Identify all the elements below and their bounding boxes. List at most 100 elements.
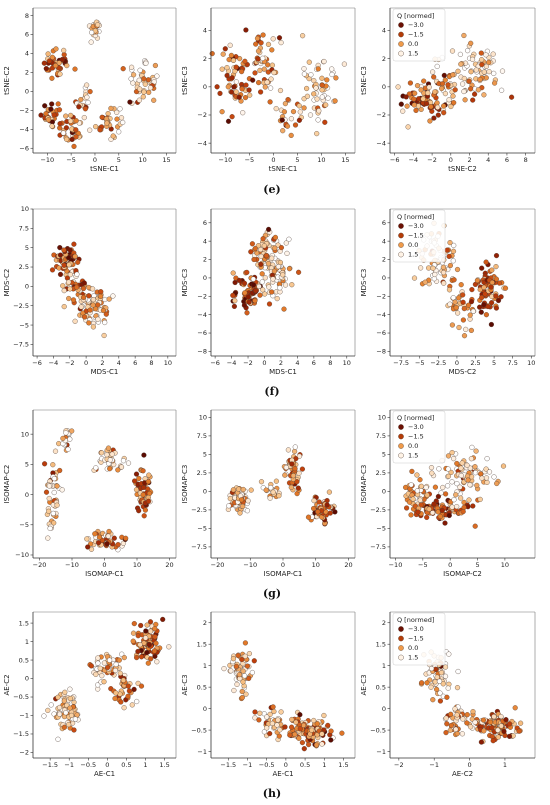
data-point: [282, 282, 289, 288]
data-point: [56, 60, 62, 66]
y-tick-label: −4: [197, 311, 207, 319]
y-tick-label: −2: [376, 111, 386, 119]
data-point: [332, 98, 338, 104]
data-point: [492, 80, 498, 86]
data-point: [499, 87, 505, 93]
data-point: [49, 123, 55, 129]
y-axis-label: tSNE-C2: [3, 66, 11, 95]
x-tick-label: 5: [117, 156, 121, 164]
data-point: [288, 484, 294, 490]
x-tick-label: 8: [149, 359, 153, 367]
data-point: [428, 684, 434, 690]
y-tick-label: −5: [197, 525, 207, 533]
data-point: [104, 541, 110, 547]
legend-label: 0.0: [408, 241, 418, 249]
data-point: [143, 60, 149, 66]
y-tick-label: 2: [25, 69, 29, 77]
data-point: [261, 66, 267, 72]
data-point: [304, 93, 310, 99]
data-point: [507, 721, 513, 727]
data-point: [319, 87, 325, 93]
data-point: [325, 722, 331, 728]
data-point: [219, 109, 225, 115]
data-point: [418, 106, 424, 112]
legend-marker: [398, 443, 404, 449]
scatter-panel-8: −20 −10 0 10 20 −7.5 −5 −2.5 0 2.5 5 7.5 10 ISOMAP-C1…: [181, 409, 356, 578]
data-point: [239, 86, 245, 92]
data-point: [93, 124, 99, 130]
data-point: [266, 284, 272, 290]
points-group: [221, 640, 345, 752]
data-point: [136, 508, 142, 514]
x-tick-label: 8: [524, 156, 528, 164]
data-point: [454, 481, 460, 487]
data-point: [125, 683, 131, 689]
data-point: [286, 236, 292, 242]
y-tick-label: −7.5: [13, 341, 29, 349]
legend-marker: [398, 635, 404, 642]
y-tick-label: 1.5: [197, 640, 207, 648]
data-point: [404, 103, 410, 109]
data-point: [431, 501, 437, 507]
x-tick-label: 0: [284, 761, 288, 769]
y-tick-label: −2: [19, 107, 29, 115]
y-tick-label: −8: [197, 348, 207, 356]
data-point: [479, 62, 485, 68]
points-group: [395, 32, 515, 130]
x-tick-label: 4: [295, 359, 299, 367]
data-point: [282, 472, 288, 478]
data-point: [246, 299, 252, 305]
data-point: [152, 634, 158, 640]
data-point: [53, 46, 59, 52]
data-point: [281, 306, 287, 312]
data-point: [145, 498, 152, 504]
data-point: [408, 512, 414, 518]
data-point: [55, 101, 61, 107]
data-point: [417, 497, 423, 503]
legend-title: Q [normed]: [397, 12, 434, 20]
data-point: [316, 108, 322, 114]
data-point: [262, 291, 268, 297]
y-tick-label: −4: [197, 139, 207, 147]
data-point: [242, 640, 248, 646]
data-point: [147, 628, 154, 634]
x-tick-label: −10: [219, 156, 233, 164]
y-tick-label: 0: [25, 283, 29, 291]
data-point: [460, 81, 466, 87]
data-point: [136, 475, 142, 482]
data-point: [454, 731, 460, 737]
data-point: [470, 308, 476, 314]
data-point: [69, 136, 75, 142]
data-point: [241, 280, 248, 286]
data-point: [137, 642, 143, 648]
data-point: [61, 288, 67, 294]
data-point: [243, 82, 249, 88]
data-point: [45, 117, 52, 123]
data-point: [48, 702, 54, 708]
data-point: [64, 136, 70, 142]
data-point: [63, 430, 69, 436]
data-point: [85, 544, 91, 550]
data-point: [464, 462, 470, 468]
y-tick-label: 0: [382, 488, 386, 496]
data-point: [461, 88, 467, 95]
data-point: [473, 76, 479, 82]
data-point: [441, 103, 447, 109]
y-tick-label: −5: [19, 521, 29, 529]
y-tick-label: 6: [203, 219, 207, 227]
caption-g: (g): [263, 587, 281, 600]
legend-marker: [398, 645, 404, 651]
data-point: [470, 709, 476, 715]
data-point: [240, 110, 246, 116]
data-point: [325, 95, 331, 101]
data-point: [245, 294, 251, 300]
legend-marker: [398, 242, 404, 248]
data-point: [52, 448, 59, 454]
data-point: [61, 52, 67, 58]
data-point: [60, 130, 66, 136]
data-point: [136, 77, 142, 83]
scatter-panels: −10 −5 0 5 10 15−6−4−202468tSNE-C1tSNE-C2−10−…: [3, 7, 535, 778]
data-point: [54, 502, 60, 508]
data-point: [448, 711, 454, 717]
data-point: [129, 64, 135, 70]
